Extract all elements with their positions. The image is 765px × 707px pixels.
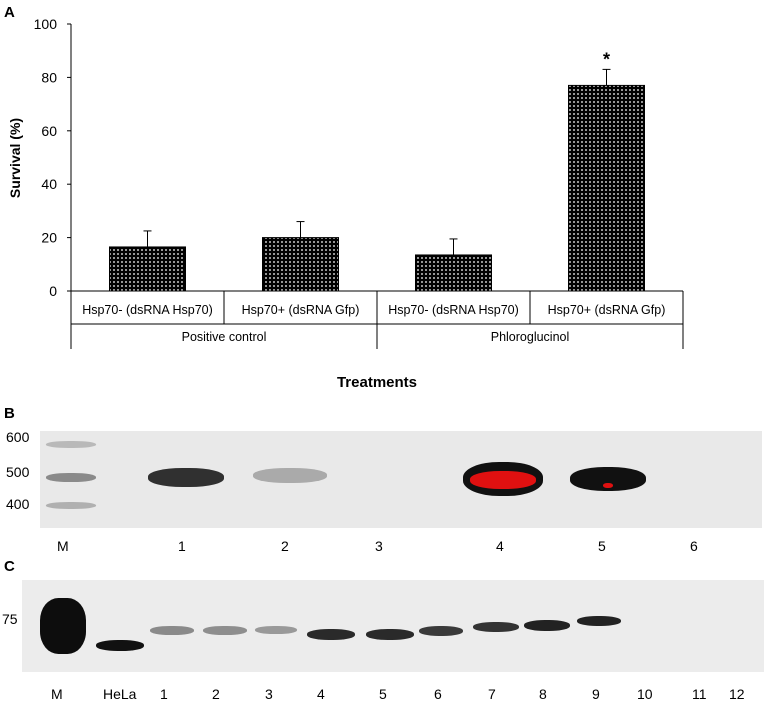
lane-label-c-6: 6 <box>434 686 442 702</box>
western-blot-c <box>22 580 764 672</box>
x-axis-title: Treatments <box>337 374 417 391</box>
x-group-label: Phloroglucinol <box>491 330 570 344</box>
gel-band-lane-5-saturated <box>603 483 613 488</box>
lane-label-b-2: 2 <box>281 538 289 554</box>
y-tick-label: 60 <box>41 123 57 139</box>
panel-a-letter: A <box>4 4 15 21</box>
x-category-label: Hsp70- (dsRNA Hsp70) <box>82 303 213 317</box>
panel-b-letter: B <box>4 405 15 422</box>
lane-label-c-10: 10 <box>637 686 653 702</box>
x-category-label: Hsp70+ (dsRNA Gfp) <box>548 303 666 317</box>
lane-label-c-3: 3 <box>265 686 273 702</box>
survival-bar-chart: 0 20 40 60 80 100 * Hsp70- (dsRNA Hsp70) Hsp70… <box>7 16 684 391</box>
blot-band-lane-5 <box>366 629 414 640</box>
y-tick-label: 20 <box>41 230 57 246</box>
blot-band-hela <box>96 640 144 651</box>
blot-band-lane-1 <box>150 626 194 635</box>
lane-label-c-9: 9 <box>592 686 600 702</box>
lane-label-c-8: 8 <box>539 686 547 702</box>
x-group-label: Positive control <box>182 330 267 344</box>
significance-marker: * <box>603 49 610 69</box>
y-axis-title: Survival (%) <box>7 118 23 198</box>
x-category-label: Hsp70- (dsRNA Hsp70) <box>388 303 519 317</box>
lane-label-b-m: M <box>57 538 69 554</box>
size-marker-600: 600 <box>6 429 30 445</box>
lane-label-c-1: 1 <box>160 686 168 702</box>
lane-label-c-5: 5 <box>379 686 387 702</box>
lane-label-b-1: 1 <box>178 538 186 554</box>
bar-3 <box>415 254 492 292</box>
bar-2 <box>262 237 339 292</box>
bar-1 <box>109 246 186 292</box>
gel-band-lane-1 <box>148 468 224 487</box>
bar-4 <box>568 84 645 292</box>
ladder-band-500 <box>46 473 96 482</box>
y-tick-label: 0 <box>49 283 57 299</box>
lane-label-c-7: 7 <box>488 686 496 702</box>
panel-c-letter: C <box>4 558 15 575</box>
gel-band-lane-4-saturated <box>470 471 536 489</box>
ladder-band-400 <box>46 502 96 509</box>
lane-label-c-2: 2 <box>212 686 220 702</box>
y-tick-label: 100 <box>34 16 58 32</box>
lane-label-b-6: 6 <box>690 538 698 554</box>
blot-band-lane-4 <box>307 629 355 640</box>
gel-image-b <box>40 431 762 528</box>
lane-label-c-hela: HeLa <box>103 686 137 702</box>
blot-band-lane-9 <box>577 616 621 626</box>
lane-label-c-4: 4 <box>317 686 325 702</box>
gel-band-lane-2 <box>253 468 327 483</box>
y-tick-label: 80 <box>41 69 57 85</box>
size-marker-75: 75 <box>2 611 18 627</box>
blot-band-m <box>40 598 86 654</box>
y-tick-label: 40 <box>41 176 57 192</box>
blot-band-lane-6 <box>419 626 463 636</box>
blot-band-lane-3 <box>255 626 297 634</box>
lane-label-c-m: M <box>51 686 63 702</box>
size-marker-400: 400 <box>6 496 30 512</box>
lane-label-b-5: 5 <box>598 538 606 554</box>
lane-label-b-4: 4 <box>496 538 504 554</box>
ladder-band-600 <box>46 441 96 448</box>
lane-label-b-3: 3 <box>375 538 383 554</box>
blot-band-lane-7 <box>473 622 519 632</box>
size-marker-500: 500 <box>6 464 30 480</box>
blot-band-lane-8 <box>524 620 570 631</box>
lane-label-c-12: 12 <box>729 686 745 702</box>
x-category-label: Hsp70+ (dsRNA Gfp) <box>242 303 360 317</box>
blot-band-lane-2 <box>203 626 247 635</box>
lane-label-c-11: 11 <box>692 686 707 702</box>
